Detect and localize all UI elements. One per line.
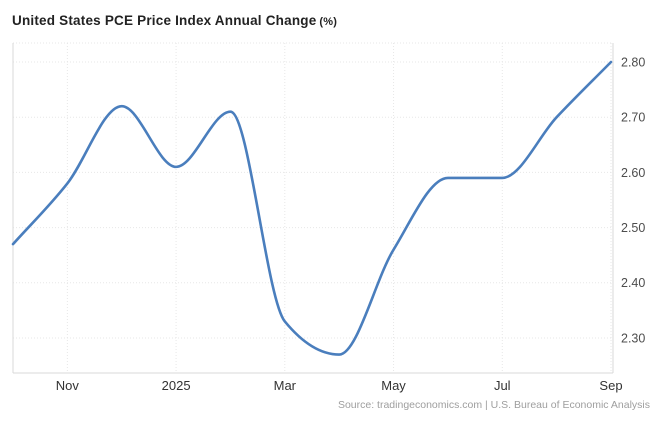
pce-series-line (11, 60, 613, 356)
source-attribution[interactable]: Source: tradingeconomics.com | U.S. Bure… (337, 399, 650, 411)
x-tick-label: May (381, 378, 406, 393)
y-tick-label: 2.70 (621, 111, 645, 125)
chart-title: United States PCE Price Index Annual Cha… (12, 13, 337, 28)
x-tick-label: Mar (274, 378, 297, 393)
y-tick-label: 2.40 (621, 276, 645, 290)
y-tick-label: 2.60 (621, 166, 645, 180)
y-tick-label: 2.80 (621, 55, 645, 69)
y-tick-label: 2.50 (621, 221, 645, 235)
x-tick-label: Jul (494, 378, 511, 393)
chart-title-text: United States PCE Price Index Annual Cha… (12, 13, 317, 28)
plot-area[interactable] (13, 43, 613, 373)
chart-title-unit: (%) (319, 16, 338, 28)
x-tick-label: Nov (56, 378, 80, 393)
x-tick-label: 2025 (162, 378, 191, 393)
y-tick-label: 2.30 (621, 331, 645, 345)
x-tick-label: Sep (599, 378, 622, 393)
